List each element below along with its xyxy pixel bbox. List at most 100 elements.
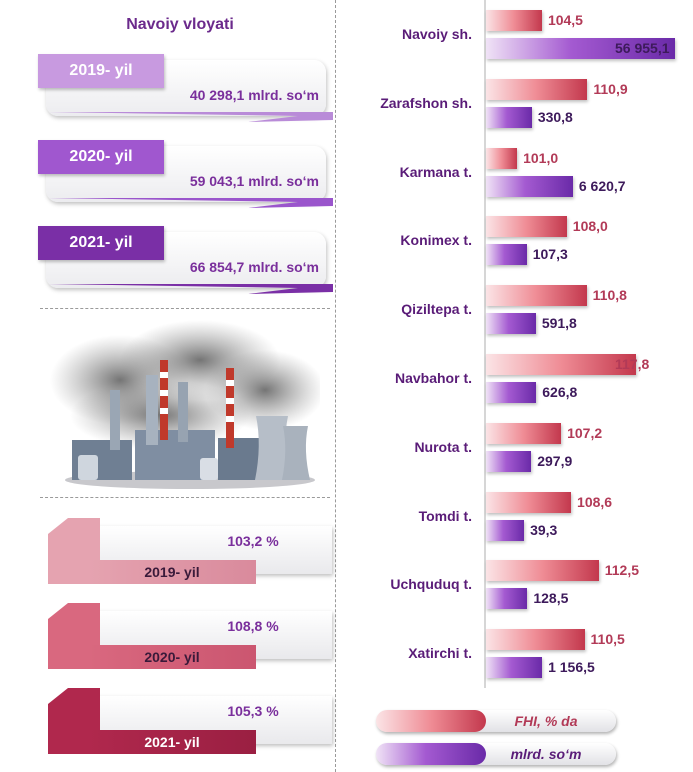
storage-tank (200, 458, 218, 480)
bar-mlrd (486, 244, 527, 266)
bar-mlrd (486, 657, 543, 679)
production-card-value: 66 854,7 mlrd. so‘m (189, 259, 319, 275)
growth-card-value: 108,8 % (227, 618, 279, 634)
bar-fhi (486, 354, 637, 375)
production-card-value: 59 043,1 mlrd. so‘m (189, 173, 319, 189)
bar-value-mlrd: 128,5 (533, 590, 569, 607)
growth-card-marker (48, 518, 100, 584)
growth-card-marker (48, 603, 100, 669)
legend-swatch-mlrd (376, 743, 486, 765)
district-label: Nurota t. (414, 438, 472, 455)
bar-value-fhi: 104,5 (547, 12, 583, 28)
bar-fhi (486, 10, 542, 31)
marker-shape (48, 603, 100, 669)
horizontal-divider-bottom (40, 497, 330, 498)
growth-card-year: 2019- yil (88, 560, 256, 584)
production-card-year: 2021- yil (38, 226, 164, 260)
legend-swatch-fhi (376, 710, 486, 732)
horizontal-divider-top (40, 308, 330, 309)
underline-accent (48, 284, 333, 294)
cooling-tower (282, 426, 310, 480)
bar-value-fhi: 107,2 (567, 424, 603, 441)
factory-illustration (50, 320, 320, 489)
production-card-value: 40 298,1 mlrd. so‘m (189, 87, 319, 103)
storage-tank (78, 455, 98, 480)
bar-value-fhi: 112,5 (604, 562, 640, 579)
production-card-underline (48, 112, 333, 122)
underline-accent (48, 112, 333, 122)
bar-value-fhi: 110,5 (590, 631, 625, 648)
district-label: Navbahor t. (394, 370, 472, 386)
cooling-tower (255, 416, 290, 480)
growth-card-marker (48, 688, 100, 754)
smokestack (226, 368, 234, 448)
production-card-2021: 2021- yil 66 854,7 mlrd. so‘m (38, 226, 335, 296)
legend-item-fhi: FHI, % da (376, 710, 616, 732)
bar-fhi (486, 216, 567, 238)
bar-fhi (486, 422, 562, 444)
bar-mlrd (486, 106, 532, 128)
distillation-tower (110, 390, 120, 450)
bar-value-fhi: 110,9 (593, 80, 628, 97)
bar-value-mlrd: 1 156,5 (548, 659, 595, 676)
growth-card-2019: 2019- yil 103,2 % (48, 518, 338, 584)
production-card-2019: 2019- yil 40 298,1 mlrd. so‘m (38, 54, 335, 124)
smokestack-stripe (160, 408, 168, 414)
production-card-year: 2020- yil (38, 140, 164, 174)
growth-card-year: 2020- yil (88, 645, 256, 669)
growth-card-value: 103,2 % (227, 533, 279, 549)
bar-fhi (486, 560, 599, 582)
bar-fhi (486, 147, 518, 169)
bar-value-mlrd: 56 955,1 (615, 40, 670, 56)
bar-value-mlrd: 626,8 (542, 384, 578, 400)
distillation-tower (178, 382, 188, 442)
bar-mlrd (486, 175, 573, 197)
bar-value-mlrd: 6 620,7 (578, 177, 626, 194)
bar-fhi (486, 285, 587, 307)
bar-value-fhi: 110,8 (592, 287, 627, 304)
production-card-underline (48, 198, 333, 208)
bar-value-mlrd: 39,3 (530, 521, 558, 538)
growth-card-2020: 2020- yil 108,8 % (48, 603, 338, 669)
production-card-underline (48, 284, 333, 294)
bar-value-fhi: 117,8 (615, 356, 650, 372)
bar-mlrd (486, 313, 536, 335)
legend-label-fhi: FHI, % da (514, 713, 578, 729)
legend-item-mlrd: mlrd. so‘m (376, 743, 616, 765)
growth-card-year: 2021- yil (88, 730, 256, 754)
bar-value-mlrd: 330,8 (537, 108, 573, 125)
district-label: Tomdi t. (418, 507, 472, 524)
bar-mlrd (486, 450, 532, 472)
region-title: Navoiy vloyati (126, 16, 234, 33)
bar-mlrd (486, 382, 537, 403)
bar-fhi (486, 629, 585, 651)
bar-mlrd (486, 519, 525, 541)
smokestack-stripe (226, 416, 234, 422)
bar-value-mlrd: 107,3 (532, 246, 568, 263)
marker-shape (48, 688, 100, 754)
district-label: Karmana t. (399, 163, 472, 180)
smokestack-stripe (226, 380, 234, 386)
chart-axis-line (484, 0, 486, 688)
bar-fhi (486, 78, 588, 100)
bar-mlrd (486, 38, 676, 59)
bar-value-fhi: 101,0 (523, 149, 559, 166)
district-label: Uchquduq t. (390, 576, 472, 593)
smokestack (160, 360, 168, 440)
bar-value-mlrd: 591,8 (541, 315, 577, 332)
district-label: Konimex t. (400, 232, 472, 249)
bar-value-mlrd: 297,9 (537, 452, 573, 469)
smokestack-stripe (160, 372, 168, 378)
distillation-tower (146, 375, 158, 445)
marker-shape (48, 518, 100, 584)
underline-accent (48, 198, 333, 208)
bar-mlrd (486, 588, 528, 610)
smokestack-stripe (160, 390, 168, 396)
district-label: Zarafshon sh. (380, 94, 472, 111)
bar-value-fhi: 108,0 (572, 218, 608, 235)
district-label: Qiziltepa t. (401, 301, 472, 318)
district-label: Navoiy sh. (401, 26, 472, 42)
production-card-2020: 2020- yil 59 043,1 mlrd. so‘m (38, 140, 335, 210)
growth-card-2021: 2021- yil 105,3 % (48, 688, 338, 754)
vertical-divider (335, 0, 336, 772)
